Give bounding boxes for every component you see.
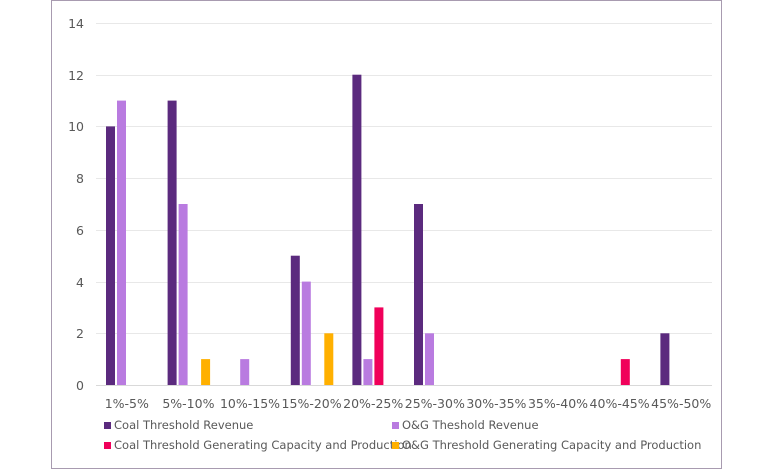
legend-swatch [104, 441, 111, 449]
x-tick-label: 25%-30% [405, 396, 465, 411]
x-tick-label: 15%-20% [282, 396, 342, 411]
bars [106, 74, 670, 386]
legend-swatch [392, 441, 399, 449]
x-tick-label: 45%-50% [651, 396, 711, 411]
bar [414, 204, 423, 385]
gridlines [96, 23, 712, 386]
legend-item-og-revenue: O&G Theshold Revenue [392, 418, 539, 432]
bar [178, 204, 188, 385]
bar [201, 359, 211, 385]
bar [167, 100, 177, 385]
legend-label: O&G Theshold Revenue [402, 418, 539, 432]
legend-swatch [104, 421, 111, 429]
bar [352, 74, 362, 385]
chart-frame [51, 0, 722, 469]
bar [374, 307, 384, 385]
x-tick-label: 1%-5% [105, 396, 149, 411]
y-tick-label: 4 [76, 275, 84, 290]
legend-label: Coal Threshold Revenue [114, 418, 254, 432]
bar [425, 333, 434, 385]
y-tick-label: 2 [76, 326, 84, 341]
bar [363, 359, 373, 385]
bar [301, 281, 311, 385]
y-tick-label: 0 [76, 378, 84, 393]
legend-label: O&G Threshold Generating Capacity and Pr… [402, 438, 702, 452]
bar [324, 333, 334, 385]
y-axis-ticks: 0 2 4 6 8 10 12 14 [68, 16, 84, 393]
y-tick-label: 12 [68, 68, 84, 83]
y-tick-label: 10 [68, 119, 84, 134]
x-axis-ticks: 1%-5% 5%-10% 10%-15% 15%-20% 20%-25% 25%-30% 3… [105, 396, 712, 411]
y-tick-label: 14 [68, 16, 84, 31]
legend-swatch [392, 421, 399, 429]
x-tick-label: 20%-25% [343, 396, 403, 411]
bar [660, 333, 670, 385]
bar [240, 359, 250, 385]
y-tick-label: 8 [76, 171, 84, 186]
bar [106, 126, 115, 386]
legend-item-coal-generating: Coal Threshold Generating Capacity and P… [104, 438, 412, 452]
x-tick-label: 40%-45% [590, 396, 650, 411]
legend-item-og-generating: O&G Threshold Generating Capacity and Pr… [392, 438, 701, 452]
x-tick-label: 30%-35% [466, 396, 526, 411]
legend-item-coal-revenue: Coal Threshold Revenue [104, 418, 253, 432]
x-tick-label: 35%-40% [528, 396, 588, 411]
bar [620, 359, 630, 385]
legend-label: Coal Threshold Generating Capacity and P… [114, 438, 412, 452]
x-tick-label: 5%-10% [162, 396, 214, 411]
bar [290, 255, 300, 385]
x-tick-label: 10%-15% [220, 396, 280, 411]
y-tick-label: 6 [76, 223, 84, 238]
bar [117, 100, 126, 385]
